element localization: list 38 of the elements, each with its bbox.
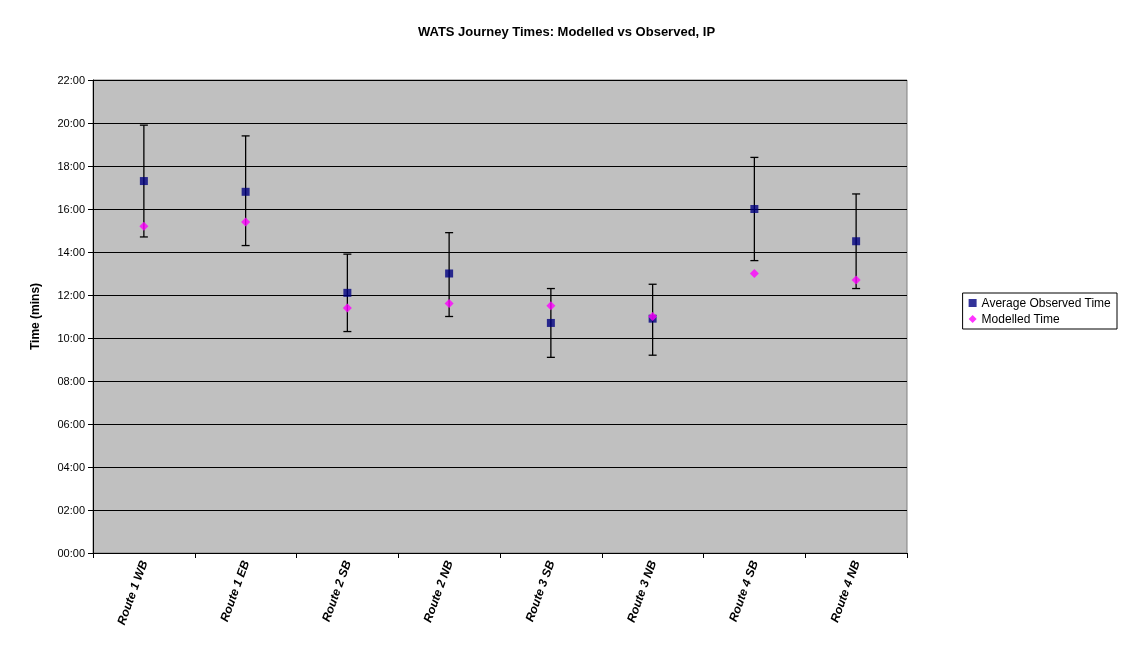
point	[139, 177, 148, 186]
point	[342, 303, 352, 313]
x-tick-label: Route 2 SB	[318, 558, 355, 624]
point	[851, 275, 861, 285]
y-tick-label: 04:00	[57, 461, 85, 473]
point	[749, 269, 759, 278]
y-tick-label: 22:00	[57, 74, 85, 86]
point	[444, 299, 454, 309]
x-tick-label: Route 4 SB	[725, 558, 762, 624]
y-tick-label: 16:00	[57, 203, 85, 215]
point	[139, 221, 149, 231]
y-tick-label: 18:00	[57, 160, 85, 172]
point	[546, 318, 555, 327]
y-tick-label: 12:00	[57, 289, 85, 301]
x-tick-label: Route 4 NB	[827, 558, 863, 625]
point	[343, 288, 352, 297]
y-tick-label: 14:00	[57, 246, 85, 258]
x-tick-label: Route 3 SB	[522, 558, 558, 624]
y-tick-label: 08:00	[57, 375, 85, 387]
x-tick-label: Route 3 NB	[623, 558, 660, 625]
point	[445, 269, 454, 278]
y-tick-label: 02:00	[57, 504, 85, 516]
chart-title: WATS Journey Times: Modelled vs Observed, IP	[417, 24, 716, 39]
x-tick-label: Route 2 NB	[420, 558, 456, 625]
point	[852, 237, 861, 246]
point	[546, 301, 556, 311]
x-tick-label: Route 1 EB	[217, 558, 253, 624]
x-tick-label: Route 1 WB	[114, 558, 151, 627]
y-axis-title: Time (mins)	[28, 282, 42, 351]
legend-label: Average Observed Time	[981, 296, 1112, 310]
point	[241, 217, 251, 227]
y-tick-label: 00:00	[57, 547, 85, 559]
y-tick-label: 10:00	[57, 332, 85, 344]
y-tick-label: 20:00	[57, 117, 85, 129]
point	[750, 205, 759, 213]
point	[241, 187, 250, 196]
y-tick-label: 06:00	[57, 418, 85, 430]
legend-label: Modelled Time	[981, 312, 1060, 326]
